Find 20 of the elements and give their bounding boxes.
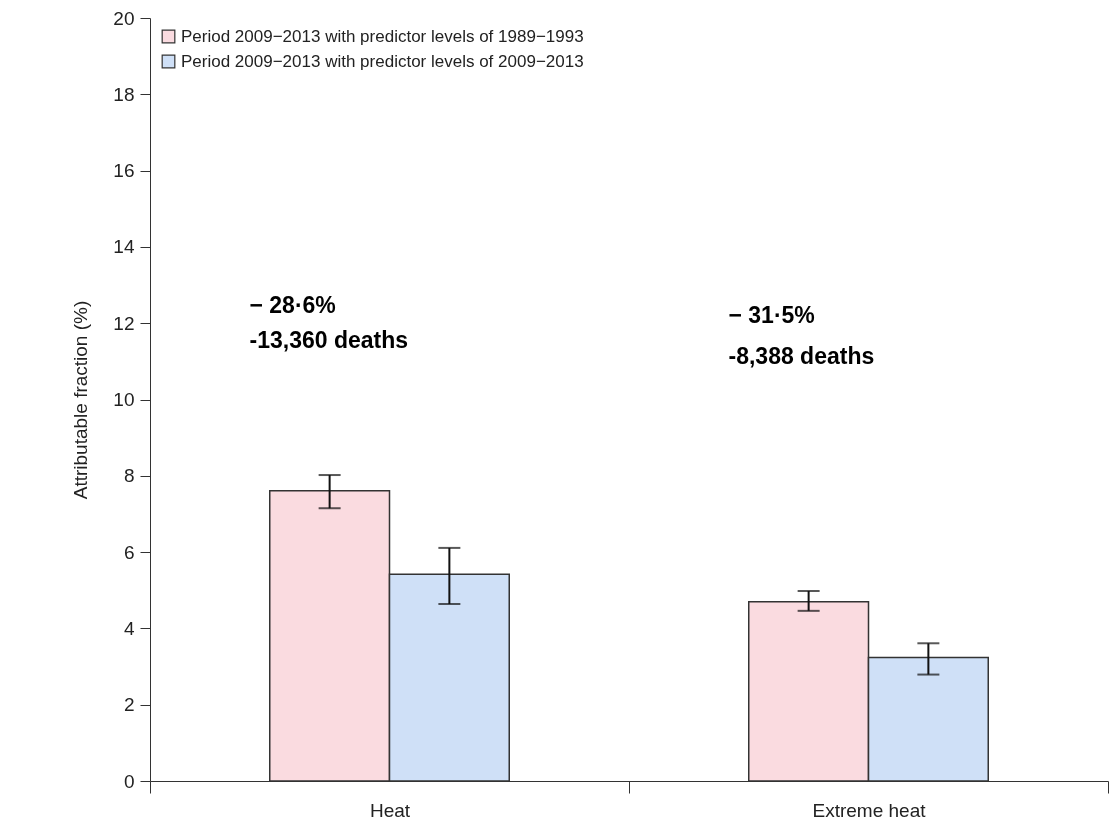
annotation: -8,388 deaths bbox=[728, 343, 875, 369]
y-axis-title: Attributable fraction (%) bbox=[70, 300, 92, 500]
y-tick-label: 4 bbox=[123, 617, 135, 639]
y-tick-label: 2 bbox=[123, 694, 135, 716]
y-tick-label: 8 bbox=[123, 465, 135, 487]
y-tick-label: 20 bbox=[113, 7, 135, 29]
x-tick-label: Extreme heat bbox=[812, 799, 927, 821]
x-tick-label: Heat bbox=[369, 799, 411, 821]
y-tick-label: 14 bbox=[113, 236, 135, 258]
legend-label: Period 2009−2013 with predictor levels of 1989−1993 bbox=[181, 26, 584, 46]
y-tick-label: 10 bbox=[113, 389, 135, 410]
annotation: − 28·6% bbox=[249, 292, 336, 318]
y-tick-label: 6 bbox=[123, 541, 135, 563]
annotation: -13,360 deaths bbox=[249, 327, 409, 353]
y-tick-label: 16 bbox=[113, 160, 135, 182]
legend-label: Period 2009−2013 with predictor levels of 2009−2013 bbox=[181, 51, 584, 71]
annotation: − 31·5% bbox=[728, 302, 815, 328]
y-tick-label: 18 bbox=[113, 83, 135, 105]
y-tick-label: 0 bbox=[123, 770, 135, 792]
y-tick-label: 12 bbox=[113, 312, 135, 334]
